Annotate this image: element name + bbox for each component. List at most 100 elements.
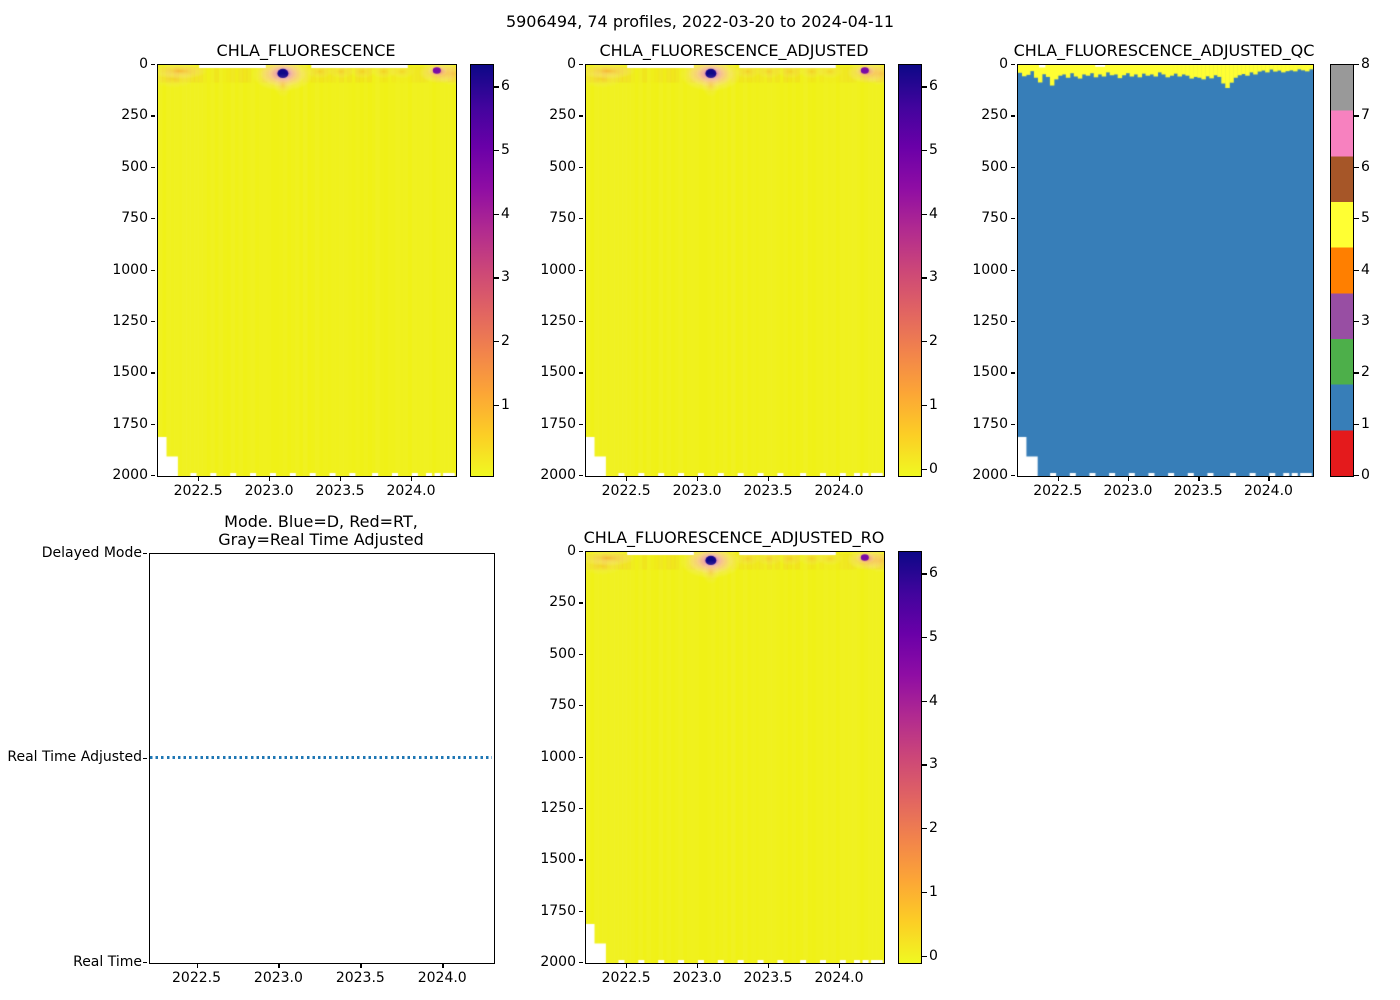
depth-tick-mark	[578, 475, 583, 477]
x-tick-mark	[1057, 476, 1060, 481]
colorbar-tick-mark	[922, 468, 927, 470]
depth-tick-label: 1250	[972, 312, 1008, 329]
colorbar-tick-mark	[922, 764, 927, 766]
depth-tick-label: 250	[549, 107, 576, 124]
colorbar-tick-label: 3	[501, 269, 510, 286]
x-tick-mark	[1127, 476, 1130, 481]
depth-tick-label: 0	[567, 543, 576, 559]
depth-tick-label: 500	[121, 158, 148, 175]
colorbar-tick-mark	[922, 828, 927, 830]
colorbar-tick-label: 5	[1361, 210, 1370, 227]
colorbar-tick-label: 6	[929, 565, 938, 582]
depth-tick-mark	[150, 166, 155, 169]
depth-tick-mark	[578, 653, 583, 656]
depth-tick-mark	[578, 269, 583, 271]
depth-tick-mark	[1010, 218, 1015, 220]
colorbar-tick-mark	[1354, 115, 1359, 117]
x-tick-label: 2022.5	[172, 970, 221, 986]
x-tick-label: 2023.5	[743, 483, 793, 499]
depth-tick-mark	[578, 423, 583, 425]
colorbar-tick-mark	[922, 277, 927, 279]
colorbar-tick-mark	[494, 404, 499, 407]
mode-series-dotted-line	[150, 756, 492, 759]
depth-tick-mark	[578, 910, 583, 912]
depth-tick-mark	[1010, 475, 1015, 477]
colorbar-tick-mark	[494, 86, 499, 88]
heatmap-chla-fluorescence-adjusted-qc	[1017, 64, 1314, 477]
x-tick-mark	[1198, 476, 1200, 481]
colorbar-tick-label: 6	[501, 78, 510, 95]
colorbar-tick-label: 8	[1361, 56, 1370, 72]
depth-tick-mark	[1010, 372, 1015, 374]
x-tick-label: 2023.5	[743, 970, 793, 986]
depth-tick-label: 250	[121, 107, 148, 124]
depth-tick-label: 1750	[540, 415, 576, 432]
depth-tick-mark	[1010, 269, 1015, 271]
depth-tick-label: 1000	[540, 748, 576, 765]
x-tick-label: 2024.0	[814, 483, 864, 499]
depth-tick-label: 2000	[540, 467, 576, 483]
x-tick-label: 2023.0	[1103, 483, 1153, 499]
x-tick-mark	[697, 476, 699, 481]
x-tick-label: 2023.0	[244, 483, 294, 499]
colorbar-tick-mark	[922, 700, 927, 703]
x-tick-mark	[697, 963, 699, 968]
colorbar-tick-label: 0	[929, 947, 938, 964]
colorbar-tick-mark	[494, 341, 499, 343]
depth-tick-label: 1750	[972, 415, 1008, 432]
depth-tick-label: 500	[549, 645, 576, 662]
depth-tick-label: 750	[549, 697, 576, 714]
depth-tick-label: 1500	[540, 364, 576, 381]
x-tick-label: 2024.0	[1243, 483, 1293, 499]
colorbar-tick-label: 5	[929, 142, 938, 159]
colorbar-tick-mark	[494, 150, 499, 152]
depth-tick-mark	[578, 962, 583, 964]
colorbar-tick-mark	[922, 573, 927, 575]
depth-tick-label: 250	[981, 107, 1008, 124]
colorbar-tick-label: 5	[929, 629, 938, 646]
depth-tick-mark	[150, 269, 155, 271]
depth-tick-label: 750	[549, 210, 576, 227]
depth-tick-label: 1250	[112, 312, 148, 329]
heatmap-canvas-chla-adjusted	[586, 65, 884, 476]
colorbar-tick-label: 6	[1361, 158, 1370, 175]
x-tick-mark	[839, 476, 841, 481]
depth-tick-mark	[150, 372, 155, 374]
x-tick-mark	[1268, 476, 1270, 481]
depth-tick-mark	[1010, 166, 1015, 169]
colorbar-qc	[1330, 64, 1354, 477]
depth-tick-mark	[578, 705, 583, 707]
colorbar-tick-mark	[922, 213, 927, 216]
heatmap-chla-fluorescence-adjusted	[585, 64, 885, 477]
panel-title-chla-fluorescence-adjusted-ro: CHLA_FLUORESCENCE_ADJUSTED_RO	[583, 528, 885, 547]
colorbar-tick-label: 0	[1361, 467, 1370, 483]
depth-tick-label: 1000	[112, 261, 148, 278]
depth-tick-mark	[1010, 320, 1015, 323]
x-tick-mark	[269, 476, 271, 481]
x-tick-label: 2023.0	[672, 970, 722, 986]
x-tick-mark	[839, 963, 841, 968]
x-tick-mark	[340, 476, 342, 481]
depth-tick-mark	[578, 218, 583, 220]
x-tick-mark	[442, 963, 444, 968]
colorbar-tick-label: 3	[929, 756, 938, 773]
colorbar-tick-mark	[1354, 372, 1359, 374]
colorbar-tick-label: 1	[501, 396, 510, 413]
depth-tick-label: 2000	[972, 467, 1008, 483]
colorbar-tick-mark	[1354, 218, 1359, 220]
colorbar-chla	[470, 64, 494, 477]
colorbar-tick-label: 6	[929, 78, 938, 95]
colorbar-tick-mark	[494, 213, 499, 216]
x-tick-mark	[198, 476, 200, 481]
depth-tick-mark	[578, 551, 583, 553]
depth-tick-mark	[578, 320, 583, 323]
depth-tick-label: 1000	[540, 261, 576, 278]
x-tick-label: 2023.0	[253, 970, 303, 986]
colorbar-tick-mark	[922, 891, 927, 894]
depth-tick-mark	[150, 64, 155, 66]
mode-y-tick-mark	[142, 553, 147, 555]
colorbar-tick-mark	[1354, 269, 1359, 271]
x-tick-mark	[278, 963, 280, 968]
x-tick-label: 2022.5	[601, 483, 651, 499]
